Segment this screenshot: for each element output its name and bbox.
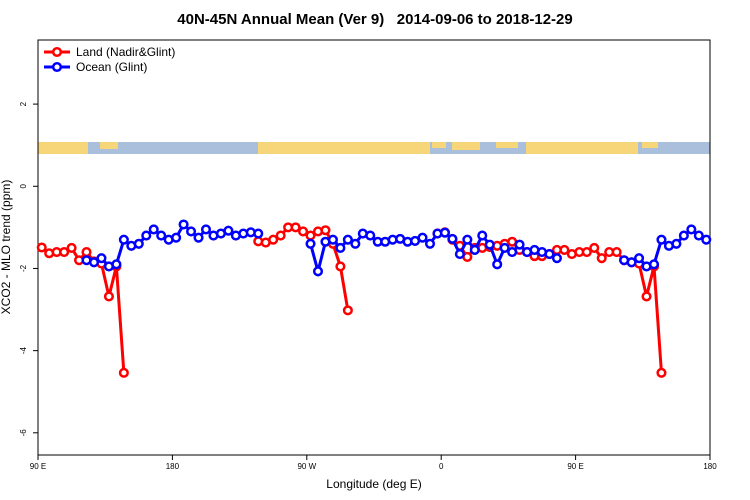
point [298, 226, 309, 237]
point [469, 244, 480, 256]
y-axis-label: XCO2 - MLO trend (ppm) [0, 180, 13, 315]
point [111, 259, 122, 270]
y-tick-label: 0 [19, 184, 28, 189]
point [253, 228, 264, 239]
x-tick-label: 90 W [297, 462, 316, 471]
point [186, 226, 197, 237]
point [350, 238, 361, 249]
series-line [86, 222, 707, 278]
point [133, 238, 144, 249]
point [596, 253, 607, 264]
point [223, 225, 234, 236]
point [544, 249, 555, 260]
point [559, 244, 570, 256]
point [424, 238, 436, 249]
point [454, 249, 465, 260]
point [36, 242, 47, 253]
point [492, 259, 503, 270]
point [66, 242, 77, 253]
chart-title: 40N-45N Annual Mean (Ver 9) 2014-09-06 t… [177, 11, 572, 28]
x-axis-label: Longitude (deg E) [326, 477, 421, 491]
point [118, 367, 129, 378]
y-tick-label: -6 [19, 429, 28, 437]
land-ocean-mask [38, 142, 710, 154]
point [290, 222, 301, 233]
y-tick-label: -2 [19, 264, 28, 272]
point [499, 242, 510, 253]
point [701, 234, 712, 245]
point [462, 234, 473, 245]
point [514, 239, 525, 250]
point [103, 291, 114, 302]
point [148, 224, 159, 235]
point [686, 224, 697, 235]
point [305, 238, 316, 249]
point [171, 232, 182, 243]
point [141, 230, 152, 241]
legend-label: Land (Nadir&Glint) [76, 45, 175, 59]
point [678, 230, 689, 241]
point [648, 259, 660, 270]
point [312, 266, 324, 277]
y-tick-label: 2 [19, 101, 28, 106]
point [611, 246, 622, 258]
point [335, 261, 346, 272]
point [88, 257, 100, 268]
point [507, 246, 518, 258]
point [484, 239, 495, 250]
point [342, 305, 353, 316]
point [439, 227, 450, 238]
point [59, 246, 70, 258]
point [417, 232, 428, 243]
point [671, 238, 682, 249]
x-tick-label: 180 [703, 462, 717, 471]
point [178, 219, 189, 230]
point [626, 257, 637, 268]
legend-label: Ocean (Glint) [76, 60, 147, 74]
y-tick-label: -4 [19, 347, 28, 355]
legend: Land (Nadir&Glint)Ocean (Glint) [44, 45, 175, 74]
point [641, 291, 652, 302]
point [581, 246, 592, 258]
x-tick-label: 90 E [30, 462, 46, 471]
point [634, 253, 645, 264]
point [81, 246, 92, 258]
x-tick-label: 180 [166, 462, 180, 471]
point [365, 230, 376, 241]
point [335, 242, 346, 253]
point [656, 234, 667, 245]
point [342, 234, 353, 245]
point [447, 233, 458, 244]
point [118, 234, 129, 245]
x-tick-label: 90 E [567, 462, 583, 471]
point [589, 242, 600, 253]
point [693, 230, 704, 241]
point [200, 224, 212, 235]
point [656, 367, 667, 378]
legend-marker [51, 46, 63, 58]
point [275, 230, 286, 241]
point [268, 234, 279, 245]
legend-marker [51, 61, 63, 73]
point [96, 253, 107, 264]
point [551, 253, 562, 264]
x-tick-label: 0 [439, 462, 444, 471]
point [320, 225, 331, 236]
point [477, 230, 488, 241]
point [156, 230, 167, 241]
point [193, 232, 204, 243]
point [327, 234, 338, 245]
